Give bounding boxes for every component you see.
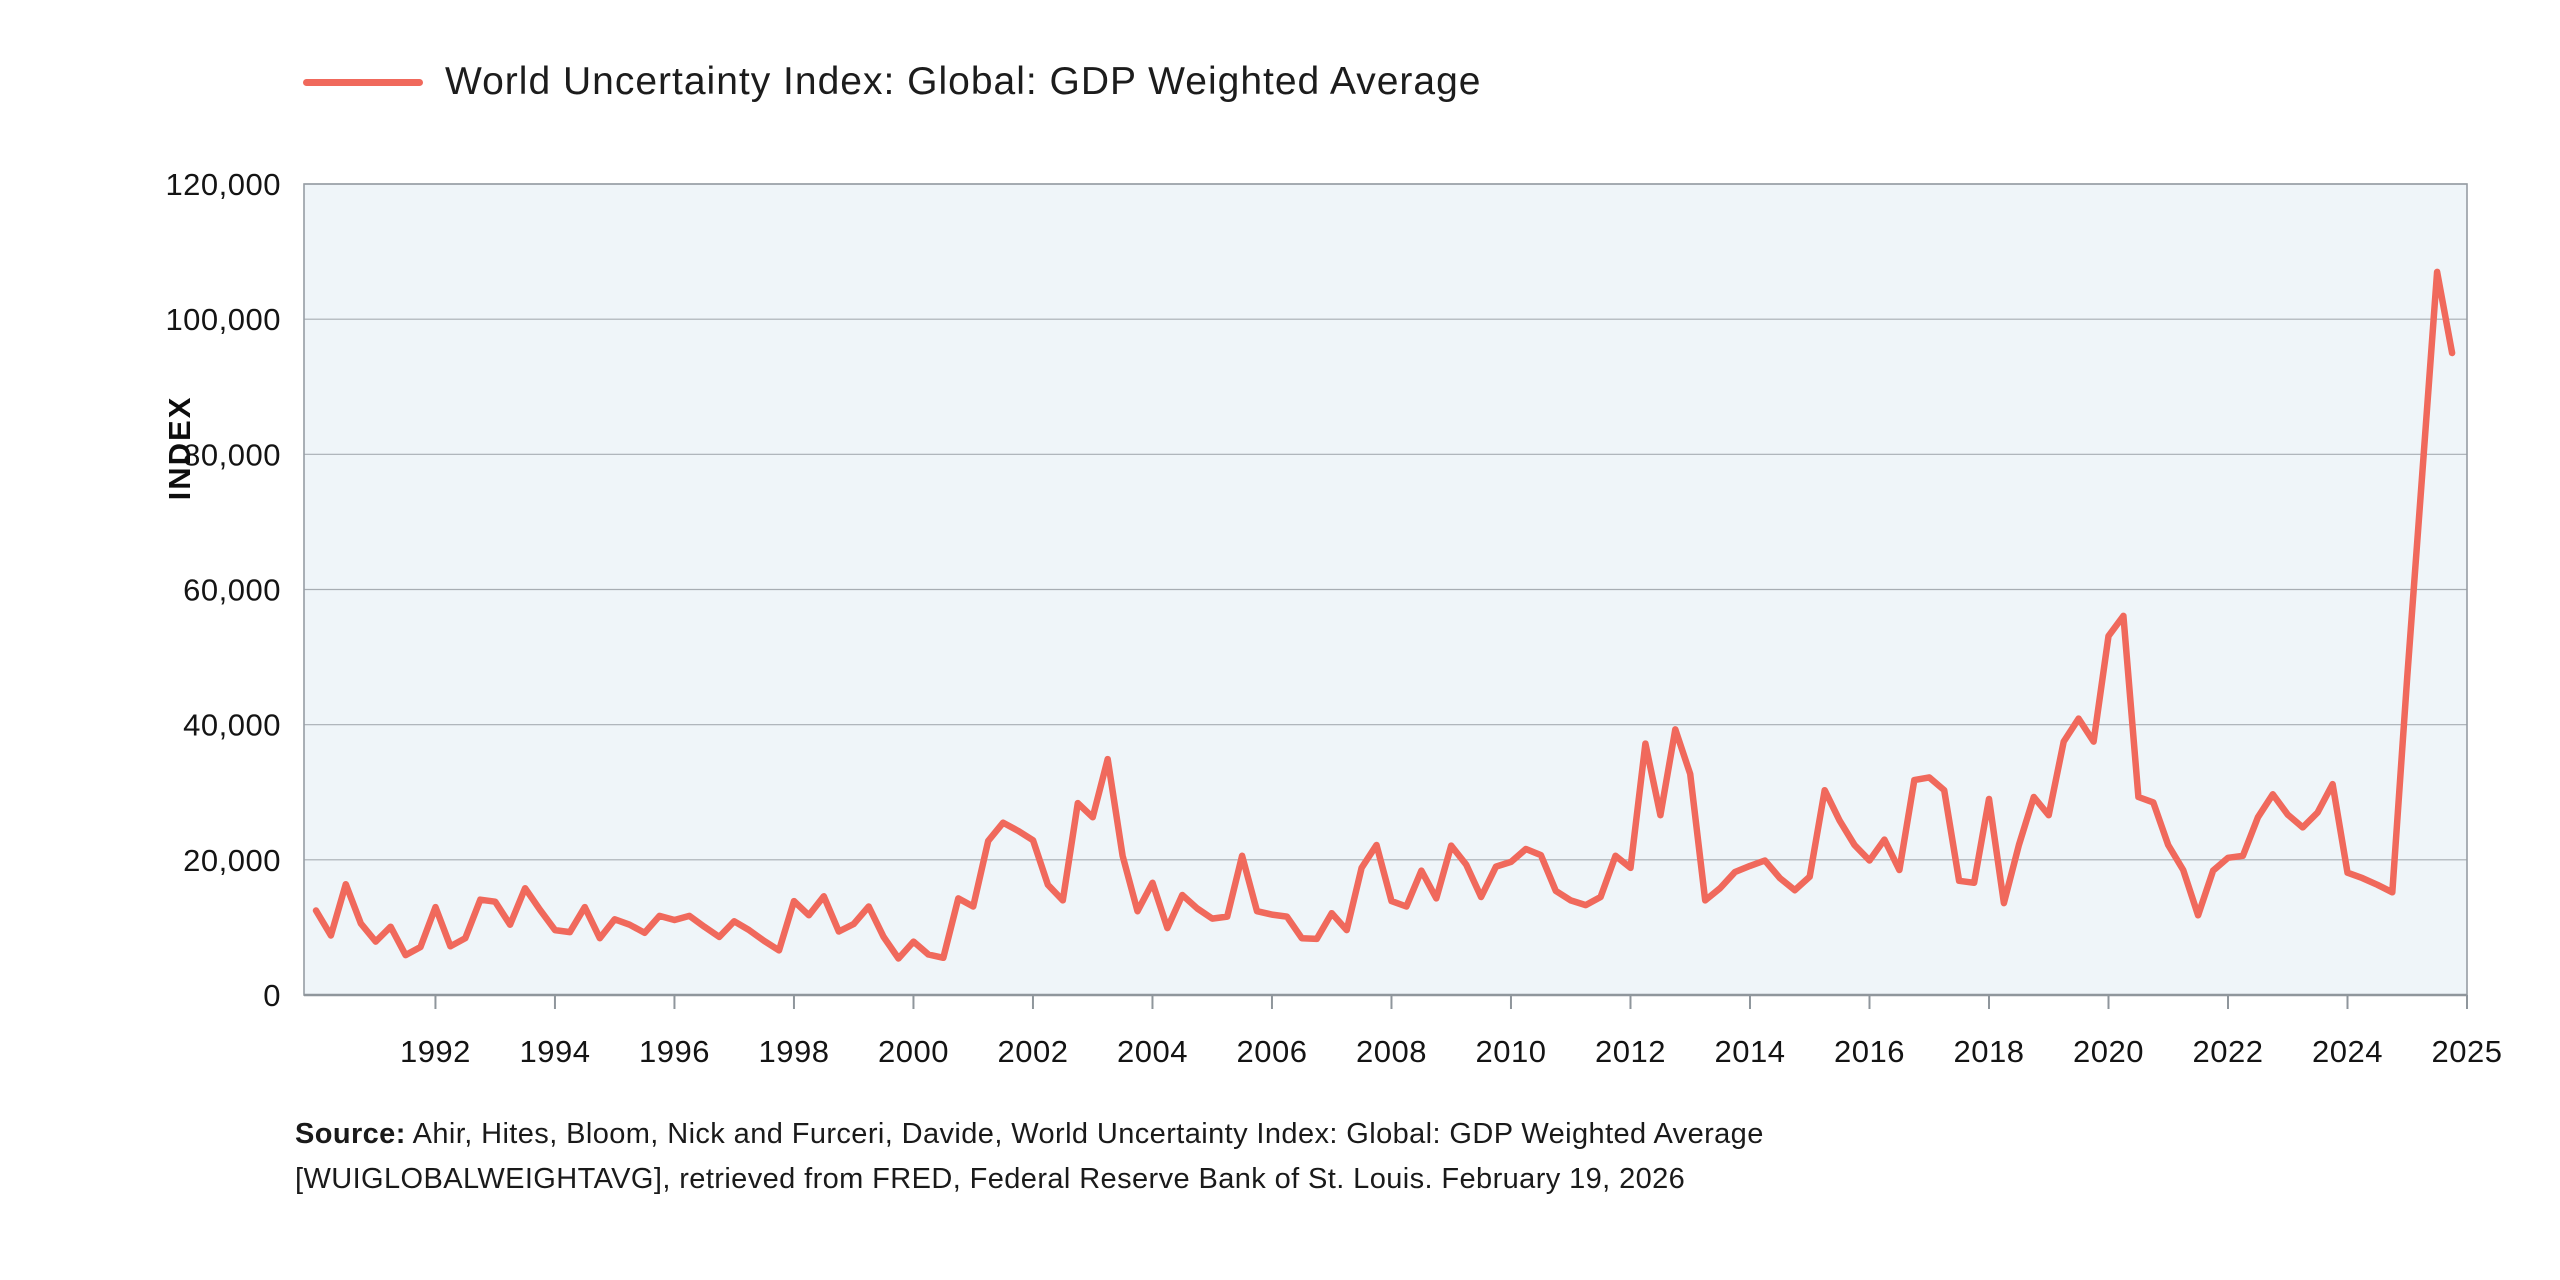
y-tick-label: 80,000 <box>183 437 281 472</box>
x-tick-label: 1998 <box>758 1034 829 1069</box>
legend: World Uncertainty Index: Global: GDP Wei… <box>303 60 1481 104</box>
source-line-1-text: Ahir, Hites, Bloom, Nick and Furceri, Da… <box>405 1118 1764 1150</box>
x-tick-label: 2024 <box>2312 1034 2383 1069</box>
x-tick-label: 2018 <box>1954 1034 2025 1069</box>
legend-label: World Uncertainty Index: Global: GDP Wei… <box>445 60 1482 103</box>
y-tick-label: 60,000 <box>183 573 281 608</box>
x-tick-label: 2016 <box>1834 1034 1905 1069</box>
y-axis-tick-labels: 0 20,000 40,000 60,000 80,000 100,000 120,000 <box>165 167 281 1013</box>
x-axis-tick-labels: 1992 1994 1996 1998 2000 2002 2004 2006 2008 2010… <box>400 1034 2503 1069</box>
x-tick-label: 2025 <box>2432 1034 2503 1069</box>
x-tick-label: 2012 <box>1595 1034 1666 1069</box>
x-tick-label: 1996 <box>639 1034 710 1069</box>
source-line-2: [WUIGLOBALWEIGHTAVG], retrieved from FRE… <box>295 1163 1686 1195</box>
source-citation: Source: Ahir, Hites, Bloom, Nick and Fur… <box>295 1112 1764 1202</box>
x-tick-label: 2022 <box>2193 1034 2264 1069</box>
x-tick-label: 1992 <box>400 1034 471 1069</box>
x-tick-label: 2010 <box>1475 1034 1546 1069</box>
legend-line-swatch <box>303 78 423 86</box>
y-tick-label: 100,000 <box>165 302 281 337</box>
y-tick-label: 40,000 <box>183 708 281 743</box>
x-tick-label: 2014 <box>1714 1034 1785 1069</box>
y-tick-label: 20,000 <box>183 843 281 878</box>
y-tick-label: 120,000 <box>165 167 281 202</box>
x-tick-label: 2006 <box>1236 1034 1307 1069</box>
x-tick-label: 2000 <box>878 1034 949 1069</box>
x-tick-label: 2008 <box>1356 1034 1427 1069</box>
source-prefix: Source: <box>295 1118 406 1150</box>
x-axis-ticks <box>434 995 2468 1009</box>
y-tick-label: 0 <box>263 978 281 1013</box>
x-tick-label: 2004 <box>1117 1034 1188 1069</box>
x-tick-label: 2020 <box>2073 1034 2144 1069</box>
source-line-1: Source: Ahir, Hites, Bloom, Nick and Fur… <box>295 1112 1764 1157</box>
x-tick-label: 2002 <box>997 1034 1068 1069</box>
x-tick-label: 1994 <box>519 1034 590 1069</box>
wui-line-series <box>312 268 2456 962</box>
